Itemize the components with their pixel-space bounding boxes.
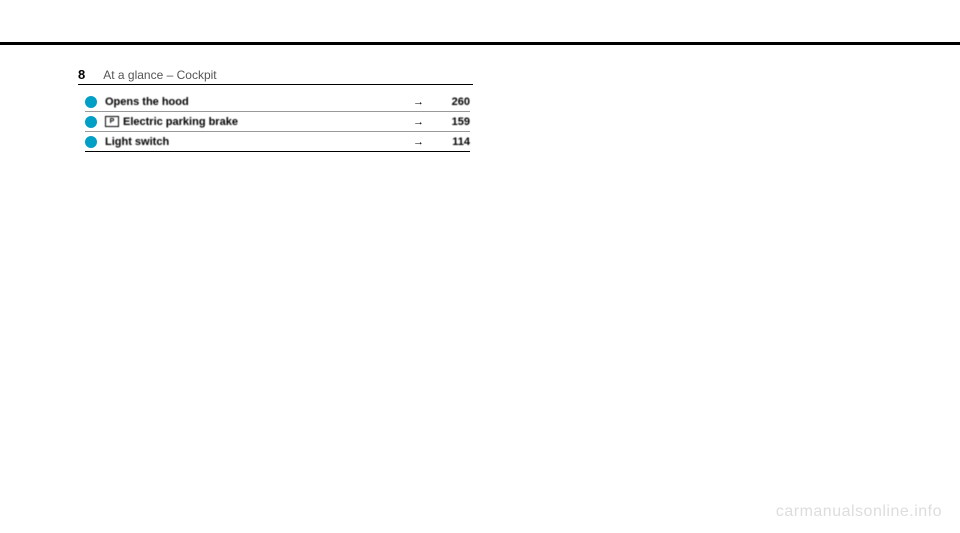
page-reference: 260 (442, 96, 470, 108)
row-label: Light switch (105, 136, 413, 148)
page-container: 8 At a glance – Cockpit Opens the hood →… (0, 0, 960, 533)
table-row: Opens the hood → 260 (85, 92, 470, 112)
table-row: Light switch → 114 (85, 132, 470, 152)
bullet-icon (85, 136, 97, 148)
parking-brake-icon: P (105, 116, 119, 127)
bullet-icon (85, 96, 97, 108)
reference-table: Opens the hood → 260 P Electric parking b… (85, 92, 470, 152)
page-reference: 159 (442, 116, 470, 128)
watermark: carmanualsonline.info (776, 503, 942, 521)
top-black-bar (0, 42, 960, 45)
row-label-text: Electric parking brake (123, 116, 238, 128)
bullet-icon (85, 116, 97, 128)
page-number: 8 (78, 67, 85, 82)
row-label: P Electric parking brake (105, 116, 413, 128)
section-title: At a glance – Cockpit (103, 68, 216, 82)
page-header: 8 At a glance – Cockpit (78, 67, 217, 82)
row-label: Opens the hood (105, 96, 413, 108)
arrow-icon: → (413, 136, 424, 148)
arrow-icon: → (413, 96, 424, 108)
table-row: P Electric parking brake → 159 (85, 112, 470, 132)
page-reference: 114 (442, 136, 470, 148)
arrow-icon: → (413, 116, 424, 128)
header-underline (78, 84, 473, 85)
